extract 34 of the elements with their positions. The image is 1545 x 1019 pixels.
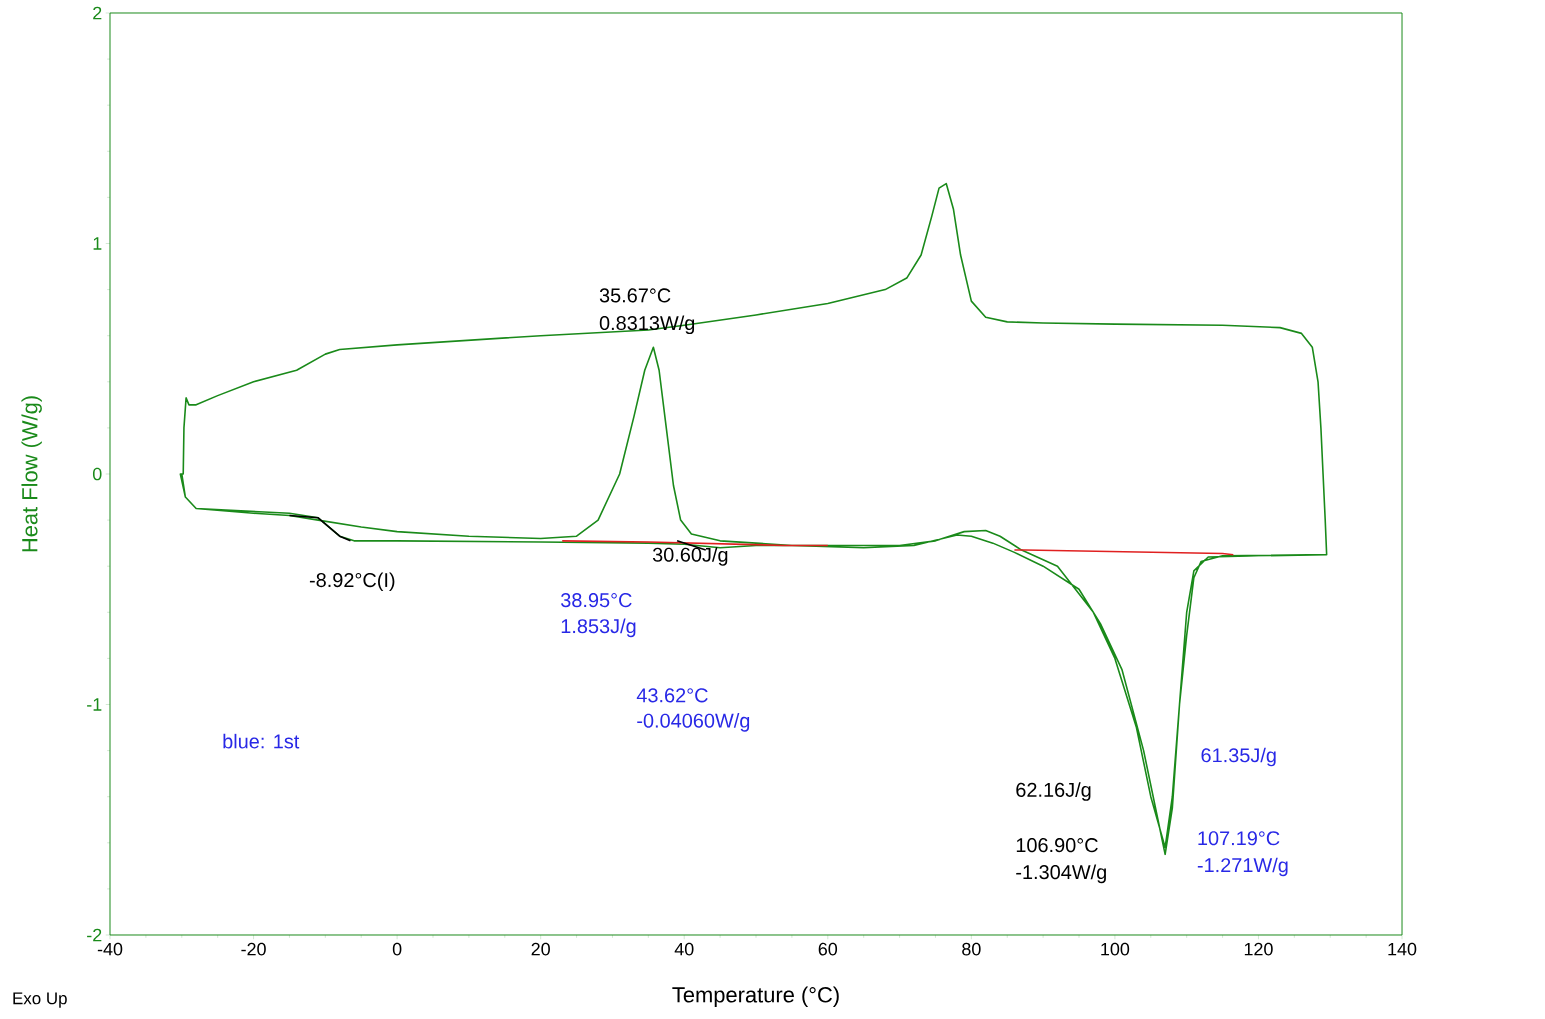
x-tick-label: 120 <box>1244 942 1273 956</box>
annotation: 62.16J/g <box>1016 782 1091 801</box>
line-series <box>288 514 352 542</box>
annotation: 38.95°C <box>561 593 632 608</box>
annotation: 61.35J/g <box>1201 747 1276 767</box>
y-tick-label: 1 <box>93 237 102 250</box>
annotation: 106.90°C <box>1016 838 1098 853</box>
annotation: -8.92°C(I) <box>309 572 395 592</box>
x-tick-label: -40 <box>97 942 123 956</box>
annotation: 30.60J/g <box>652 547 728 566</box>
x-tick-label: 60 <box>818 942 838 956</box>
x-tick-label: 20 <box>531 942 550 956</box>
annotation: 1.853J/g <box>561 618 636 638</box>
annotation: blue: 1st <box>223 733 300 749</box>
x-tick-label: 140 <box>1388 942 1417 956</box>
annotation: 107.19°C <box>1198 831 1280 846</box>
x-tick-label: 80 <box>962 942 981 956</box>
annotation: -0.04060W/g <box>637 713 750 732</box>
annotation: 35.67°C <box>599 288 671 303</box>
y-tick-label: -2 <box>87 928 102 942</box>
annotation: -1.271W/g <box>1197 857 1288 877</box>
annotation: 43.62°C <box>636 688 708 703</box>
x-tick-label: 100 <box>1101 942 1130 956</box>
y-tick-label: 0 <box>92 467 102 481</box>
x-tick-label: 0 <box>392 942 402 956</box>
x-axis-title: Temperature (°C) <box>672 986 839 1007</box>
x-tick-label: 40 <box>674 942 694 956</box>
y-tick-label: 2 <box>93 6 102 20</box>
x-tick-label: -20 <box>241 942 266 956</box>
annotation: -1.304W/g <box>1016 864 1106 884</box>
text: Exo Up <box>13 992 67 1008</box>
y-axis-title: Heat Flow (W/g) <box>21 396 42 552</box>
annotation: 0.8313W/g <box>599 315 695 335</box>
y-tick-label: -1 <box>87 698 102 711</box>
